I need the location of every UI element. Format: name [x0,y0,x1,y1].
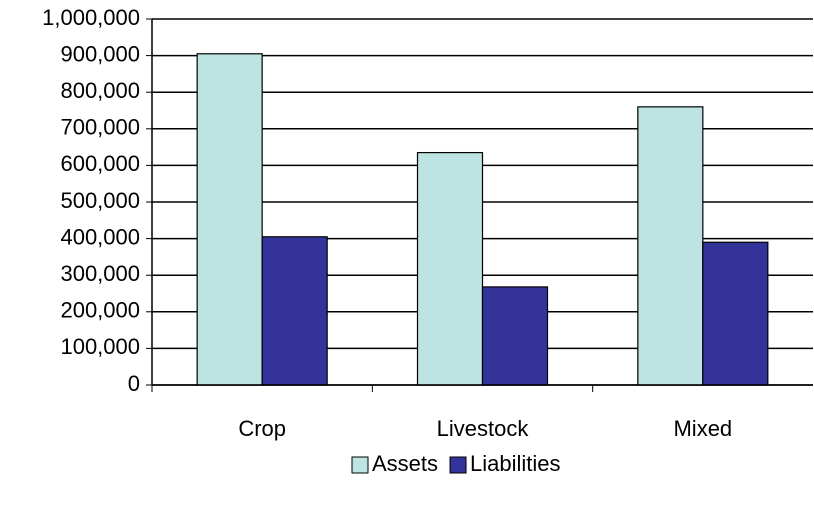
legend-label: Assets [372,451,438,476]
bar [261,236,328,386]
y-tick-label: 0 [128,371,140,396]
y-tick-label: 900,000 [60,41,140,66]
y-tick-label: 800,000 [60,78,140,103]
y-tick-label: 700,000 [60,115,140,140]
x-tick-label: Crop [238,416,286,441]
legend-swatch [449,456,467,474]
legend-label: Liabilities [470,451,561,476]
y-tick-label: 200,000 [60,298,140,323]
y-tick-label: 500,000 [60,188,140,213]
legend-swatch [351,456,369,474]
y-tick-label: 400,000 [60,224,140,249]
bar [637,106,704,386]
y-tick-label: 100,000 [60,334,140,359]
bar [702,241,769,386]
y-tick-label: 300,000 [60,261,140,286]
y-tick-label: 1,000,000 [42,5,140,30]
bar [196,53,263,386]
x-tick-label: Mixed [673,416,732,441]
y-tick-label: 600,000 [60,151,140,176]
bar [481,286,549,386]
bar [416,151,484,386]
x-tick-label: Livestock [437,416,530,441]
